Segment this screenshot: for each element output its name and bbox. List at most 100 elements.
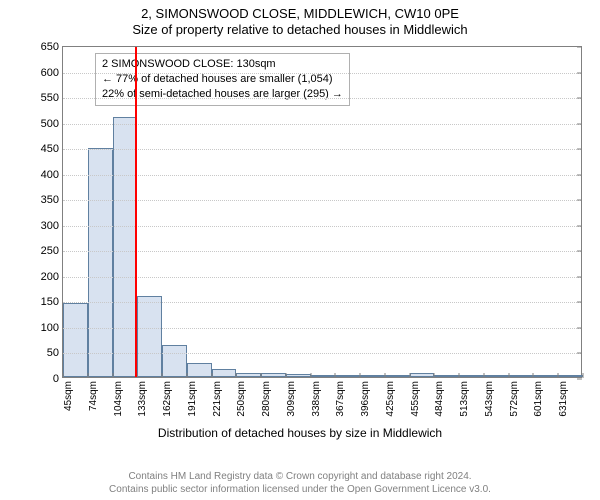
histogram-bar	[459, 375, 484, 377]
subject-marker-line	[135, 47, 137, 377]
x-tick-mark	[409, 373, 410, 378]
histogram-bar	[484, 375, 509, 377]
x-tick-label: 162sqm	[162, 381, 173, 417]
x-tick-mark	[434, 373, 435, 378]
x-tick-mark	[583, 373, 584, 378]
x-tick-mark	[87, 373, 88, 378]
histogram-bar	[187, 363, 212, 377]
histogram-bar	[335, 375, 360, 377]
x-tick-label: 425sqm	[385, 381, 396, 417]
x-tick-label: 455sqm	[410, 381, 421, 417]
y-tick-mark	[577, 251, 582, 252]
annotation-line: 2 SIMONSWOOD CLOSE: 130sqm	[102, 57, 343, 72]
histogram-bar	[261, 373, 286, 377]
y-tick-label: 300	[41, 220, 59, 232]
x-tick-mark	[261, 373, 262, 378]
x-tick-label: 133sqm	[137, 381, 148, 417]
gridline	[63, 277, 581, 278]
x-tick-mark	[310, 373, 311, 378]
y-tick-mark	[577, 47, 582, 48]
x-tick-mark	[459, 373, 460, 378]
histogram-bar	[434, 375, 459, 377]
histogram-bar	[533, 375, 558, 377]
y-tick-label: 600	[41, 67, 59, 79]
x-tick-mark	[162, 373, 163, 378]
y-tick-mark	[577, 72, 582, 73]
x-tick-mark	[558, 373, 559, 378]
histogram-bar	[311, 375, 336, 377]
histogram-bar	[63, 303, 88, 377]
x-tick-mark	[508, 373, 509, 378]
x-tick-label: 396sqm	[360, 381, 371, 417]
x-tick-label: 572sqm	[509, 381, 520, 417]
x-tick-mark	[112, 373, 113, 378]
x-tick-label: 309sqm	[286, 381, 297, 417]
annotation-line: 22% of semi-detached houses are larger (…	[102, 87, 343, 102]
x-tick-mark	[533, 373, 534, 378]
x-tick-mark	[360, 373, 361, 378]
y-tick-label: 400	[41, 169, 59, 181]
plot-area: 2 SIMONSWOOD CLOSE: 130sqm ← 77% of deta…	[62, 46, 582, 378]
histogram-bar	[137, 296, 162, 377]
x-tick-label: 367sqm	[335, 381, 346, 417]
histogram-bar	[212, 369, 237, 377]
gridline	[63, 328, 581, 329]
gridline	[63, 302, 581, 303]
y-tick-label: 0	[53, 373, 59, 385]
x-tick-label: 601sqm	[533, 381, 544, 417]
y-tick-mark	[577, 200, 582, 201]
footer-line: Contains HM Land Registry data © Crown c…	[0, 471, 600, 484]
histogram-bar	[236, 373, 261, 377]
y-tick-label: 450	[41, 143, 59, 155]
y-tick-label: 250	[41, 245, 59, 257]
histogram-bar	[113, 117, 138, 377]
x-tick-label: 631sqm	[558, 381, 569, 417]
x-tick-mark	[335, 373, 336, 378]
gridline	[63, 353, 581, 354]
x-tick-label: 484sqm	[434, 381, 445, 417]
histogram-bar	[360, 375, 385, 377]
x-tick-label: 191sqm	[187, 381, 198, 417]
footer-line: Contains public sector information licen…	[0, 484, 600, 497]
y-tick-label: 350	[41, 194, 59, 206]
histogram-bar	[509, 375, 534, 377]
y-tick-mark	[577, 327, 582, 328]
y-tick-mark	[577, 123, 582, 124]
x-tick-mark	[186, 373, 187, 378]
y-tick-label: 550	[41, 92, 59, 104]
y-tick-label: 650	[41, 41, 59, 53]
gridline	[63, 226, 581, 227]
y-tick-mark	[577, 174, 582, 175]
y-tick-mark	[577, 225, 582, 226]
y-tick-mark	[577, 302, 582, 303]
x-tick-label: 338sqm	[311, 381, 322, 417]
x-tick-label: 280sqm	[261, 381, 272, 417]
x-tick-label: 250sqm	[236, 381, 247, 417]
gridline	[63, 175, 581, 176]
x-tick-mark	[285, 373, 286, 378]
histogram-bar	[286, 374, 311, 377]
page-subtitle: Size of property relative to detached ho…	[0, 22, 600, 37]
x-tick-label: 221sqm	[212, 381, 223, 417]
y-tick-label: 100	[41, 322, 59, 334]
title-block: 2, SIMONSWOOD CLOSE, MIDDLEWICH, CW10 0P…	[0, 0, 600, 37]
y-tick-mark	[577, 353, 582, 354]
x-tick-label: 513sqm	[459, 381, 470, 417]
footer-attribution: Contains HM Land Registry data © Crown c…	[0, 471, 600, 496]
histogram-bar	[558, 375, 583, 377]
x-tick-label: 45sqm	[63, 381, 74, 411]
gridline	[63, 73, 581, 74]
y-tick-label: 500	[41, 118, 59, 130]
annotation-line: ← 77% of detached houses are smaller (1,…	[102, 72, 343, 87]
gridline	[63, 251, 581, 252]
histogram-bar	[410, 373, 435, 377]
histogram-bar	[88, 148, 113, 377]
x-tick-mark	[137, 373, 138, 378]
gridline	[63, 149, 581, 150]
y-tick-mark	[577, 379, 582, 380]
x-tick-mark	[384, 373, 385, 378]
y-tick-label: 150	[41, 296, 59, 308]
gridline	[63, 124, 581, 125]
y-tick-mark	[577, 98, 582, 99]
x-tick-label: 74sqm	[88, 381, 99, 411]
